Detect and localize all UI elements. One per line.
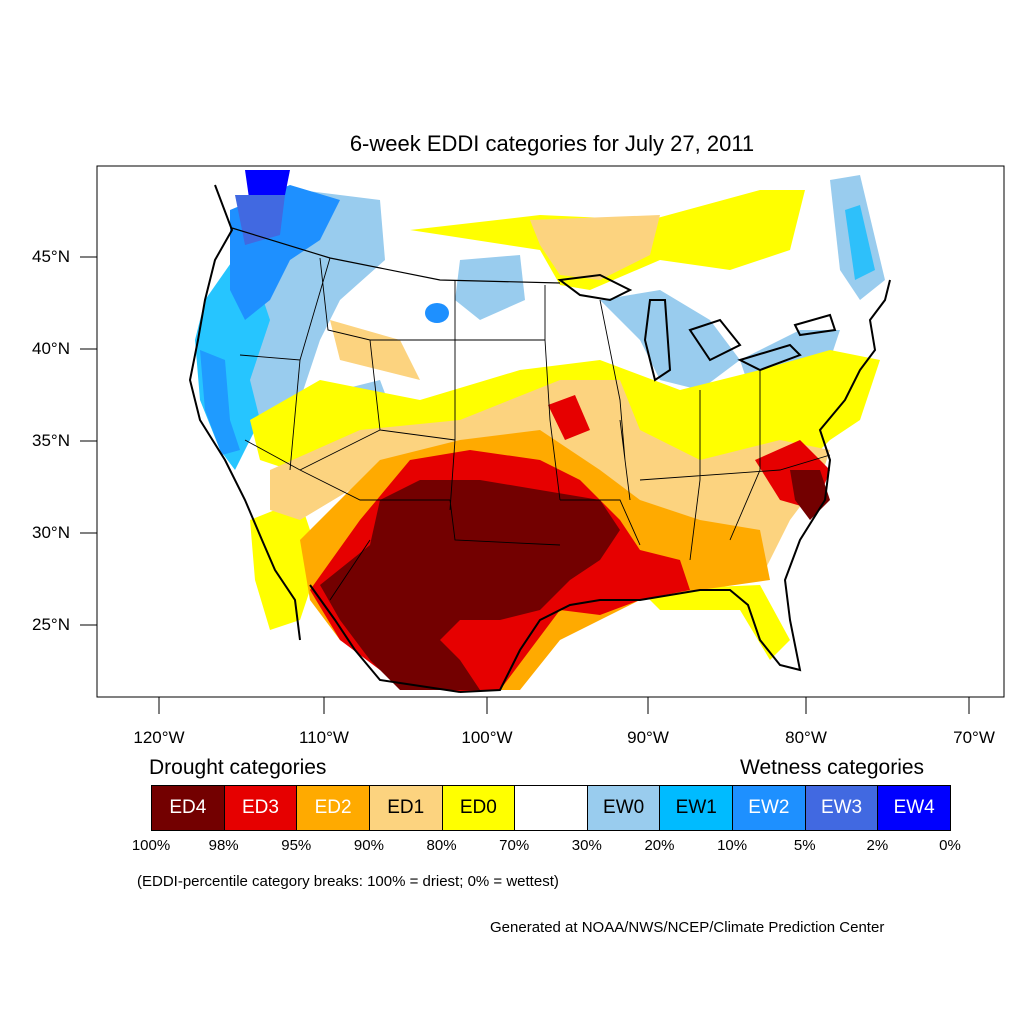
legend-box-ed2: ED2 <box>296 785 370 831</box>
ed1-mountain <box>330 320 420 380</box>
legend-break-label: 100% <box>131 837 171 854</box>
lon-label-70w: 70°W <box>953 728 995 747</box>
legend-note: (EDDI-percentile category breaks: 100% =… <box>137 873 559 890</box>
legend-break-label: 2% <box>866 837 889 854</box>
ed0-gulf-coast <box>640 585 790 660</box>
credit-line: Generated at NOAA/NWS/NCEP/Climate Predi… <box>490 919 885 936</box>
lat-label-45: 45°N <box>32 247 70 266</box>
map-frame <box>96 165 1005 698</box>
ew1-northeast <box>845 205 875 280</box>
legend-box-neutral <box>514 785 588 831</box>
great-lakes <box>557 273 837 382</box>
lat-label-40: 40°N <box>32 339 70 358</box>
legend-box-ed4: ED4 <box>151 785 225 831</box>
ew0-great-lakes <box>600 290 740 390</box>
legend-box-ew2: EW2 <box>732 785 806 831</box>
legend-box-ew4: EW4 <box>877 785 951 831</box>
drought-categories-title: Drought categories <box>149 756 327 779</box>
lon-label-120w: 120°W <box>133 728 185 747</box>
map-title: 6-week EDDI categories for July 27, 2011 <box>349 131 755 156</box>
ed0-southwest <box>250 500 320 630</box>
lon-label-100w: 100°W <box>461 728 513 747</box>
ed4-south <box>320 480 620 690</box>
boundaries <box>188 184 891 693</box>
lat-label-35: 35°N <box>32 431 70 450</box>
ed1-north <box>530 215 660 280</box>
lon-label-80w: 80°W <box>785 728 827 747</box>
legend-box-ed0: ED0 <box>441 785 516 831</box>
wetness-categories-title: Wetness categories <box>740 756 925 779</box>
legend-break-label: 80% <box>426 837 457 854</box>
legend-break-label: 95% <box>281 837 312 854</box>
lon-label-90w: 90°W <box>627 728 669 747</box>
lat-label-30: 30°N <box>32 523 70 542</box>
lon-label-110w: 110°W <box>299 728 349 747</box>
legend-break-label: 70% <box>499 837 530 854</box>
legend-box-ew1: EW1 <box>659 785 734 831</box>
canada-border <box>231 227 561 284</box>
legend-break-label: 5% <box>793 837 816 854</box>
state-lines <box>239 257 831 601</box>
legend-box-ew3: EW3 <box>804 785 879 831</box>
legend-break-label: 98% <box>208 837 239 854</box>
legend-break-label: 0% <box>939 837 961 854</box>
ew2-california <box>200 350 240 455</box>
ed3-iowa-missouri <box>548 395 590 440</box>
legend-box-ed3: ED3 <box>223 785 298 831</box>
category-fields <box>190 170 890 692</box>
legend-break-label: 30% <box>571 837 602 854</box>
ew0-north-plains <box>455 255 525 320</box>
ew2-north-plains <box>425 303 449 323</box>
lat-label-25: 25°N <box>32 615 70 634</box>
legend-box-ew0: EW0 <box>586 785 661 831</box>
legend-break-label: 10% <box>717 837 748 854</box>
legend-break-label: 90% <box>353 837 384 854</box>
coastline <box>188 184 891 693</box>
legend-box-ed1: ED1 <box>368 785 443 831</box>
axis-ticks <box>80 256 970 714</box>
legend-break-label: 20% <box>644 837 675 854</box>
